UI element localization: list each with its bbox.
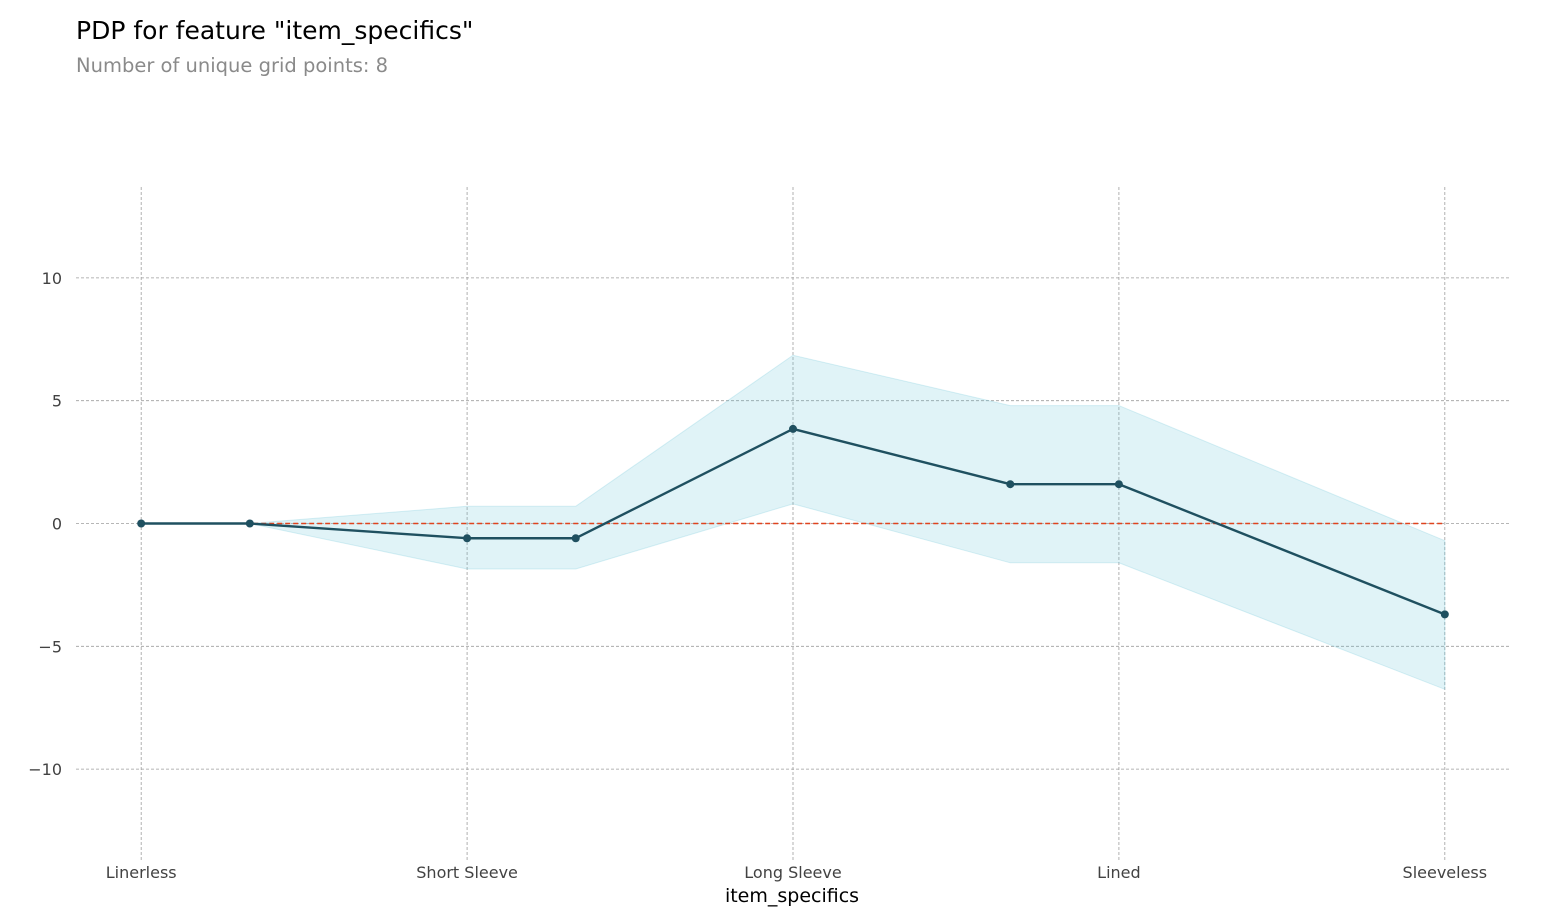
pdp-point bbox=[1440, 610, 1449, 619]
pdp-line bbox=[141, 427, 1446, 616]
pdp-point bbox=[463, 534, 472, 543]
y-tick-label: 5 bbox=[52, 392, 62, 411]
x-tick-label: Lined bbox=[1097, 863, 1141, 882]
pdp-point bbox=[1114, 480, 1123, 489]
pdp-point bbox=[1006, 480, 1015, 489]
y-tick-label: −5 bbox=[38, 637, 62, 656]
pdp-point bbox=[137, 519, 146, 528]
pdp-points bbox=[137, 424, 1449, 619]
x-tick-label: Linerless bbox=[106, 863, 177, 882]
chart-title: PDP for feature "item_specifics" bbox=[76, 16, 474, 45]
x-tick-label: Sleeveless bbox=[1403, 863, 1488, 882]
pdp-point bbox=[245, 519, 254, 528]
y-axis-ticks: 10 5 0 −5 −10 bbox=[28, 269, 62, 779]
pdp-series bbox=[141, 427, 1446, 616]
y-tick-label: −10 bbox=[28, 760, 62, 779]
x-tick-label: Long Sleeve bbox=[744, 863, 841, 882]
y-tick-label: 0 bbox=[52, 515, 62, 534]
pdp-point bbox=[571, 534, 580, 543]
x-axis-ticks: Linerless Short Sleeve Long Sleeve Lined Sle… bbox=[106, 863, 1487, 882]
y-tick-label: 10 bbox=[42, 269, 62, 288]
pdp-point bbox=[789, 424, 797, 433]
chart-subtitle: Number of unique grid points: 8 bbox=[76, 54, 389, 77]
x-tick-label: Short Sleeve bbox=[416, 863, 518, 882]
x-axis-label: item_specifics bbox=[725, 885, 859, 907]
